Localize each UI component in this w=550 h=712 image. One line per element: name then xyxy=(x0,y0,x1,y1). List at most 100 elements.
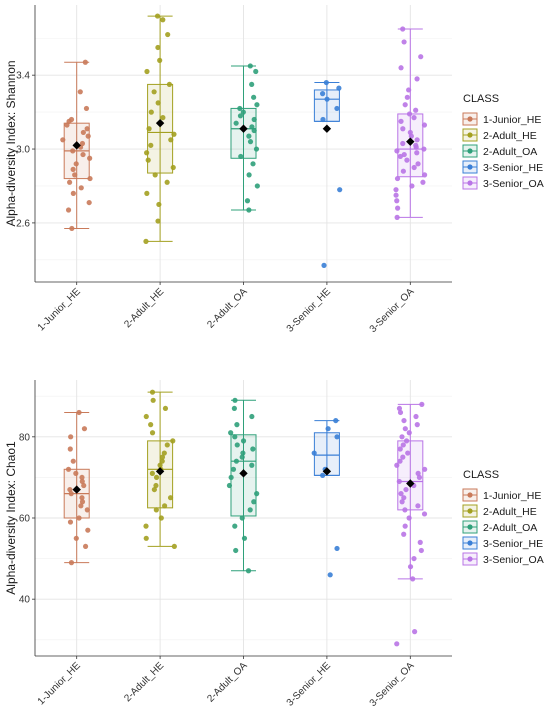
data-point xyxy=(87,155,93,161)
data-point xyxy=(78,503,84,509)
data-point xyxy=(159,458,165,464)
data-point xyxy=(70,458,76,464)
data-point xyxy=(155,100,161,106)
data-point xyxy=(162,503,168,509)
data-point xyxy=(67,486,73,493)
data-point xyxy=(396,478,402,485)
data-point xyxy=(414,150,420,156)
legend-label: 2-Adult_OA xyxy=(483,522,537,534)
mean-marker xyxy=(406,479,415,488)
data-point xyxy=(411,164,417,171)
data-point xyxy=(157,462,163,468)
data-point xyxy=(159,454,166,460)
data-point xyxy=(406,515,412,521)
data-point xyxy=(407,564,414,570)
data-point xyxy=(153,474,160,481)
data-point xyxy=(400,168,406,174)
legend-label: 2-Adult_OA xyxy=(483,146,537,158)
data-point xyxy=(237,113,244,119)
data-point xyxy=(143,238,149,244)
data-point xyxy=(251,499,257,505)
x-tick-label: 3-Senior_OA xyxy=(368,660,417,709)
data-point xyxy=(247,63,253,69)
box-group-3-senior-he xyxy=(313,79,343,268)
data-point xyxy=(65,207,72,213)
data-point xyxy=(398,65,404,71)
data-point xyxy=(400,454,406,460)
data-point xyxy=(79,495,85,501)
data-point xyxy=(251,116,257,123)
data-point xyxy=(253,68,259,75)
data-point xyxy=(336,85,342,91)
data-point xyxy=(393,187,399,193)
data-point xyxy=(170,438,176,444)
data-point xyxy=(144,150,150,156)
data-point xyxy=(414,137,420,143)
data-point xyxy=(402,523,408,529)
legend-key-point xyxy=(467,116,473,122)
data-point xyxy=(418,54,424,60)
legend-key-point xyxy=(467,492,473,498)
data-point xyxy=(144,190,150,196)
data-point xyxy=(333,417,339,424)
data-point xyxy=(320,472,326,478)
data-point xyxy=(65,466,72,472)
data-point xyxy=(161,450,167,456)
data-point xyxy=(334,545,340,552)
data-point xyxy=(403,486,409,493)
box-group-3-senior-he xyxy=(311,417,340,578)
data-point xyxy=(401,495,407,501)
data-point xyxy=(334,434,340,440)
legend-label: 1-Junior_HE xyxy=(483,490,541,502)
data-point xyxy=(153,482,159,489)
data-point xyxy=(73,161,79,167)
legend-label: 3-Senior_HE xyxy=(483,162,543,174)
data-point xyxy=(337,187,343,193)
x-tick-label: 3-Senior_HE xyxy=(285,286,333,334)
data-point xyxy=(162,405,169,412)
mean-marker xyxy=(239,469,248,478)
legend-key-point xyxy=(467,148,473,154)
data-point xyxy=(69,225,75,232)
legend-label: 1-Junior_HE xyxy=(483,114,541,126)
x-tick-label: 1-Junior_HE xyxy=(36,286,83,333)
data-point xyxy=(394,175,401,182)
box-group-1-junior-he xyxy=(63,409,91,566)
data-point xyxy=(232,397,238,403)
y-tick-label: 60 xyxy=(19,514,31,525)
data-point xyxy=(240,438,247,444)
data-point xyxy=(395,205,401,211)
x-tick-label: 1-Junior_HE xyxy=(36,660,83,707)
data-point xyxy=(245,568,252,574)
data-point xyxy=(319,91,326,97)
data-point xyxy=(241,535,248,541)
data-point xyxy=(81,482,87,489)
x-tick-label: 2-Adult_OA xyxy=(205,286,250,331)
data-point xyxy=(168,137,174,143)
box-group-2-adult-he xyxy=(143,389,177,550)
data-point xyxy=(240,450,246,456)
data-point xyxy=(254,102,260,108)
data-point xyxy=(414,76,420,82)
data-point xyxy=(400,126,406,132)
data-point xyxy=(400,442,406,448)
data-point xyxy=(149,430,156,436)
mean-marker xyxy=(322,467,332,476)
data-point xyxy=(418,547,424,554)
data-point xyxy=(406,430,412,436)
data-point xyxy=(86,199,92,206)
data-point xyxy=(246,172,252,178)
data-point xyxy=(421,122,428,128)
data-point xyxy=(152,172,158,178)
data-point xyxy=(246,207,252,213)
data-point xyxy=(416,474,423,481)
data-point xyxy=(403,438,410,444)
data-point xyxy=(239,515,245,521)
data-point xyxy=(249,413,255,420)
data-point xyxy=(67,519,74,525)
data-point xyxy=(237,105,243,112)
data-point xyxy=(73,535,79,541)
data-point xyxy=(399,434,405,440)
legend-label: 3-Senior_OA xyxy=(483,554,544,566)
